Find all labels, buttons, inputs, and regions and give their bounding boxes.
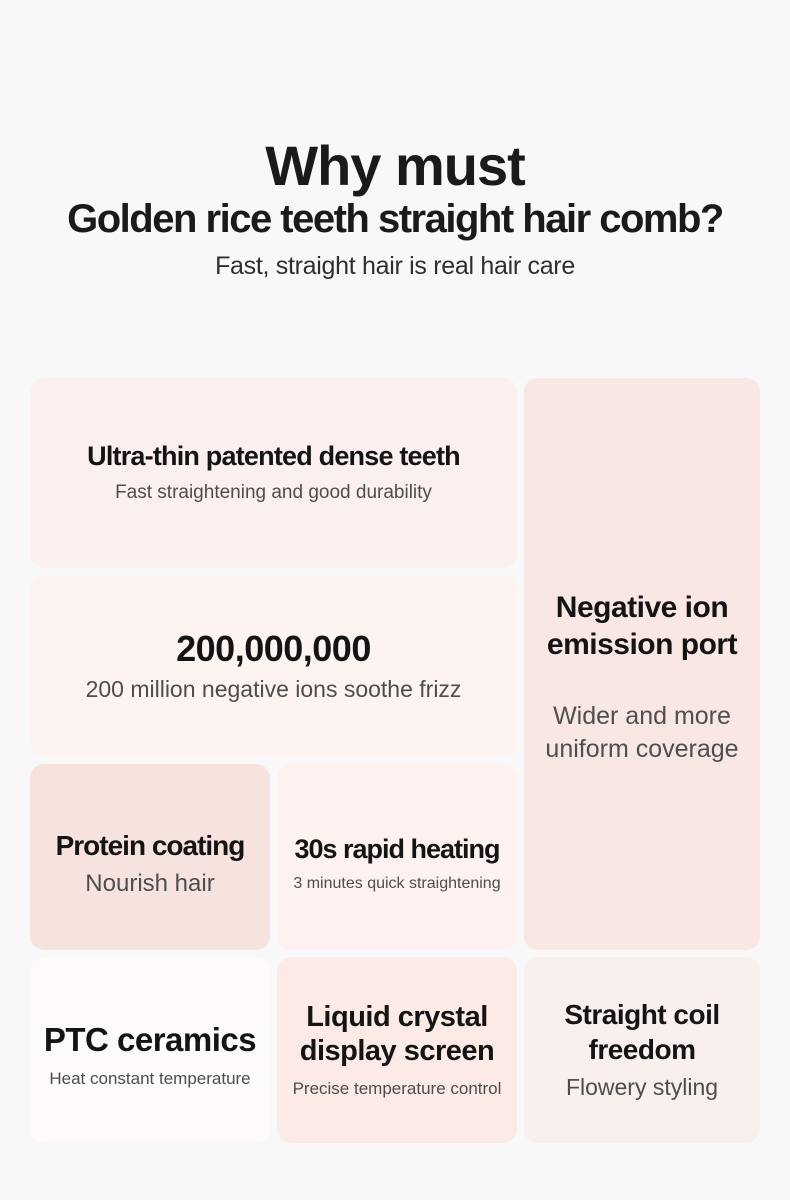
card-straight-coil-subtitle: Flowery styling (565, 1074, 719, 1101)
card-rapid-heating: 30s rapid heating 3 minutes quick straig… (277, 764, 517, 950)
card-ion-emission-port: Negative ion emission port Wider and mor… (524, 378, 760, 950)
feature-grid-right-column: Negative ion emission port Wider and mor… (524, 378, 760, 1143)
card-rapid-heating-title: 30s rapid heating (294, 833, 500, 864)
card-ptc-ceramics: PTC ceramics Heat constant temperature (30, 957, 270, 1143)
feature-grid-row-4: PTC ceramics Heat constant temperature L… (30, 957, 517, 1143)
page-subtitle: Fast, straight hair is real hair care (215, 252, 575, 281)
card-negative-ions-count: 200,000,000 200 million negative ions so… (30, 575, 517, 757)
card-lcd-screen: Liquid crystal display screen Precise te… (277, 957, 517, 1143)
feature-grid-left-column: Ultra-thin patented dense teeth Fast str… (30, 378, 517, 1143)
card-ptc-ceramics-subtitle: Heat constant temperature (49, 1068, 251, 1088)
card-lcd-screen-title: Liquid crystal display screen (299, 1000, 495, 1068)
card-dense-teeth-subtitle: Fast straightening and good durability (115, 481, 432, 503)
card-protein-coating-subtitle: Nourish hair (85, 869, 215, 897)
card-straight-coil: Straight coil freedom Flowery styling (524, 957, 760, 1143)
card-rapid-heating-subtitle: 3 minutes quick straightening (293, 875, 501, 893)
card-protein-coating-title: Protein coating (55, 830, 246, 862)
card-ptc-ceramics-title: PTC ceramics (43, 1021, 257, 1059)
card-protein-coating: Protein coating Nourish hair (30, 764, 270, 950)
card-ion-emission-port-subtitle: Wider and more uniform coverage (545, 701, 739, 763)
page-title: Why must (265, 134, 526, 197)
card-straight-coil-title: Straight coil freedom (564, 999, 720, 1066)
card-negative-ions-count-title: 200,000,000 (176, 627, 371, 669)
feature-grid-row-3: Protein coating Nourish hair 30s rapid h… (30, 764, 517, 950)
card-ion-emission-port-title: Negative ion emission port (546, 590, 738, 662)
card-dense-teeth: Ultra-thin patented dense teeth Fast str… (30, 378, 517, 568)
feature-grid: Ultra-thin patented dense teeth Fast str… (30, 378, 760, 1143)
card-lcd-screen-subtitle: Precise temperature control (292, 1079, 502, 1099)
card-dense-teeth-title: Ultra-thin patented dense teeth (87, 441, 461, 472)
card-negative-ions-count-subtitle: 200 million negative ions soothe frizz (85, 676, 462, 703)
page-title-line2: Golden rice teeth straight hair comb? (67, 197, 724, 242)
header: Why must Golden rice teeth straight hair… (0, 0, 790, 378)
